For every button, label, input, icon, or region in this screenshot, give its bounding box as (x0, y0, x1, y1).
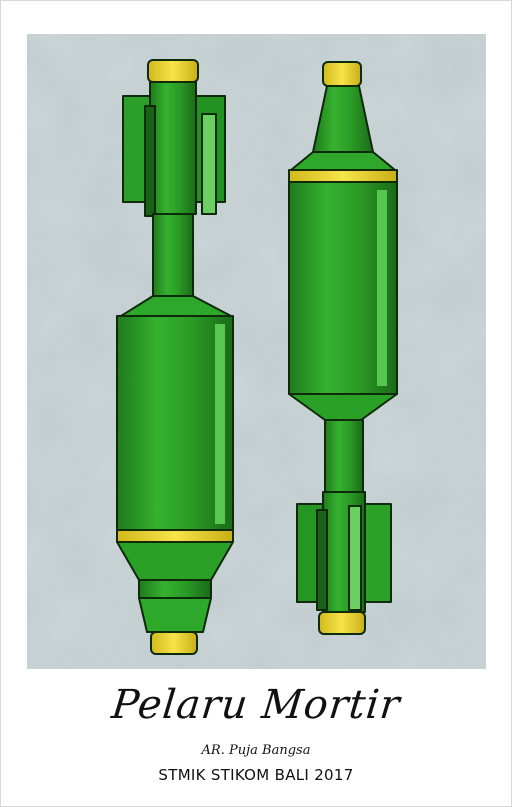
poster-author: AR. Puja Bangsa (201, 743, 311, 758)
artwork (27, 34, 486, 669)
mortar-shell-right (288, 61, 398, 635)
mortar-shell-left (116, 59, 234, 655)
poster-title: Pelaru Mortir (109, 682, 403, 728)
mortar-illustration (27, 34, 486, 669)
poster-institution: STMIK STIKOM BALI 2017 (158, 766, 354, 784)
